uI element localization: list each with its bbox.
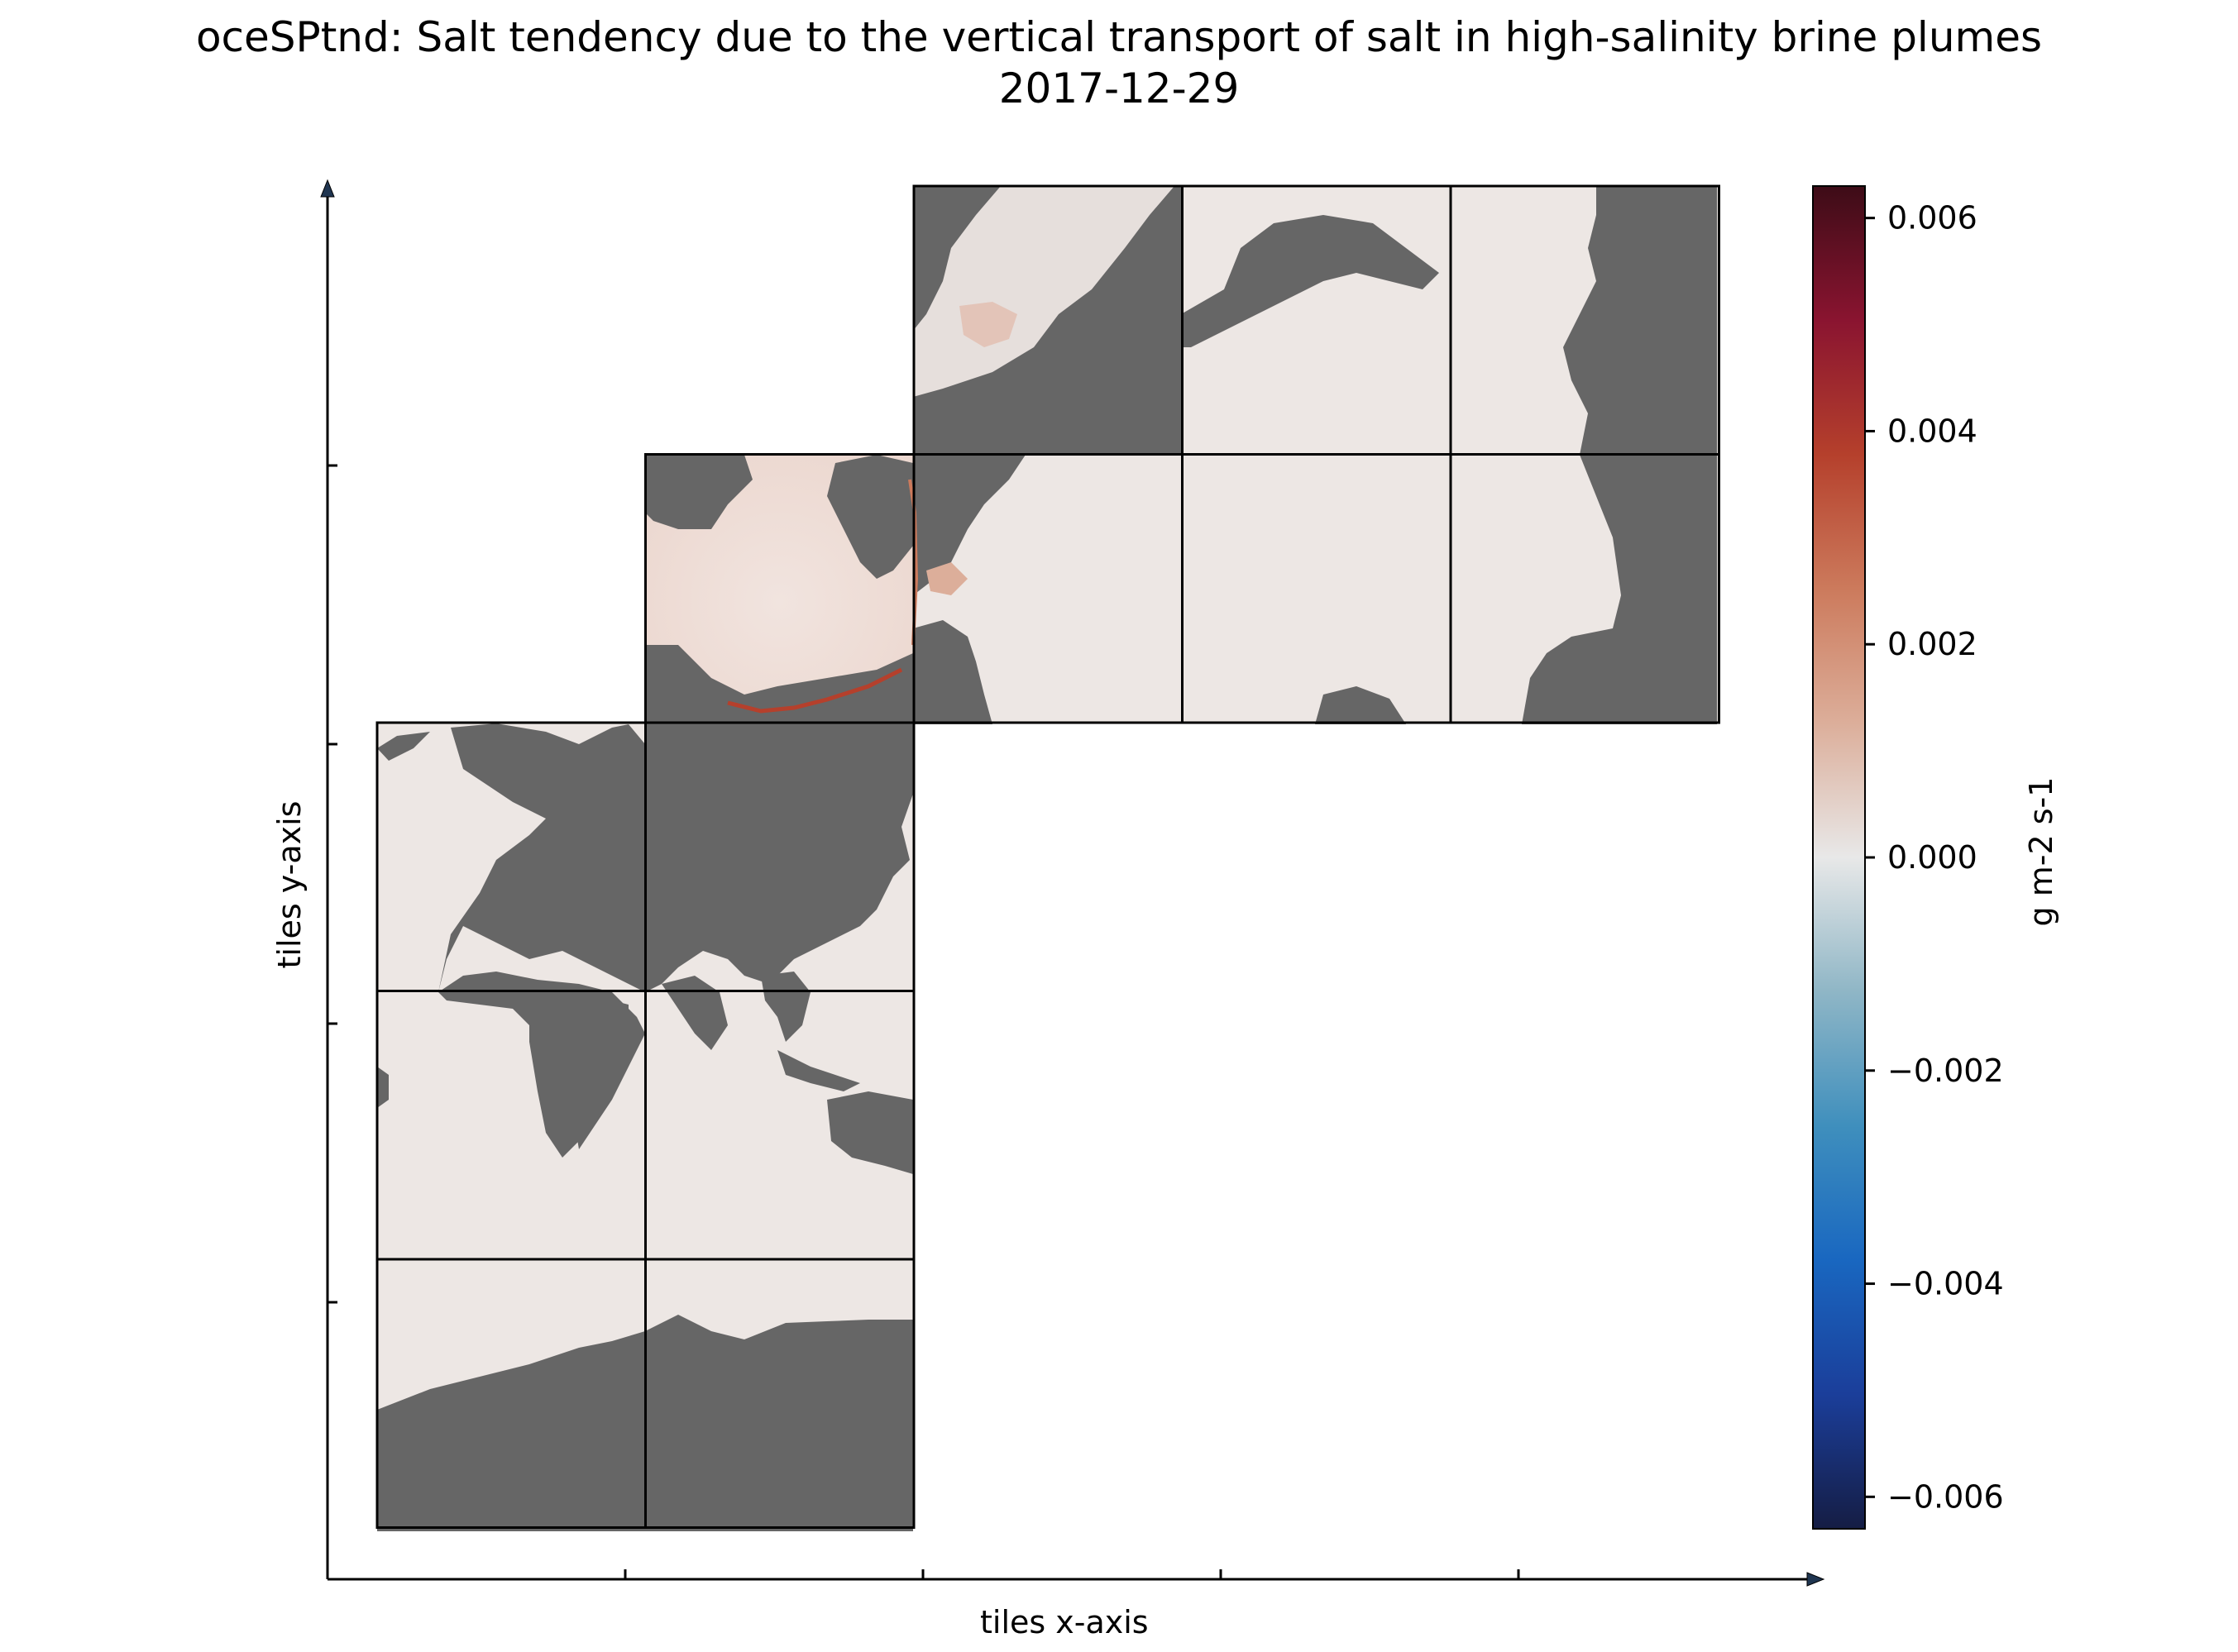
land-alaska [913,455,1026,595]
colorbar-tick-label-2: 0.002 [1887,626,1977,662]
colorbar-tick-label-1: 0.004 [1887,413,1977,449]
x-axis-label: tiles x-axis [980,1604,1149,1640]
colorbar-tick-label-4: −0.002 [1887,1053,2004,1089]
land-south-america [1181,215,1439,347]
colorbar-label: g m-2 s-1 [2023,776,2059,927]
arctic-ice-shelf-edge [727,667,903,714]
land-europe [438,723,645,992]
tile-12-border [1449,453,1720,724]
land-tile12-coast [1522,455,1717,724]
land-asia [645,724,913,992]
land-tile11-coast [1563,186,1717,455]
arctic-marginal-sea [926,562,968,595]
land-indonesia [777,1050,860,1091]
land-kamchatka [913,620,992,724]
brine-highlights [727,302,1017,714]
land-greenland-bits [377,732,430,761]
land-antarctica-west [377,1331,645,1531]
chart-subtitle: 2017-12-29 [998,64,1240,112]
tile-borders [375,184,1720,1529]
axes [320,179,1825,1587]
land-arctic-siberia [645,645,913,724]
colorbar-tick-label-3: 0.000 [1887,839,1977,876]
tile-5-border [644,1258,916,1529]
land-arctic-canada [827,455,913,579]
x-ticks [624,1569,1520,1579]
chart-title: oceSPtnd: Salt tendency due to the verti… [195,13,2043,61]
land-india [662,976,728,1050]
land-layer [377,186,1717,1531]
colorbar-fill [1812,185,1866,1530]
land-canada [913,186,1181,455]
land-australia [827,1091,913,1174]
land-north-america [913,186,1001,331]
land-africa-south [529,992,629,1158]
y-axis-arrow-icon [320,179,335,198]
land-antarctic-peninsula [1315,686,1406,724]
y-axis-label: tiles y-axis [271,800,308,969]
colorbar-tick-label-5: −0.004 [1887,1266,2004,1302]
land-indochina [761,972,811,1042]
hudson-bay-patch [959,302,1017,347]
tile-10-ocean [1182,454,1451,723]
land-south-america-edge [377,1067,389,1108]
colorbar-tick-label-0: 0.006 [1887,200,1977,236]
land-antarctica-east [645,1315,913,1531]
y-ticks [328,464,337,1304]
colorbar-ticks: 0.006 0.004 0.002 0.000 −0.002 −0.004 −0.006 [1865,200,2004,1515]
colorbar: 0.006 0.004 0.002 0.000 −0.002 −0.004 −0.006 [1812,185,2004,1530]
x-axis-arrow-icon [1806,1572,1825,1587]
colorbar-tick-label-6: −0.006 [1887,1478,2004,1515]
land-arctic-greenland [645,455,753,529]
